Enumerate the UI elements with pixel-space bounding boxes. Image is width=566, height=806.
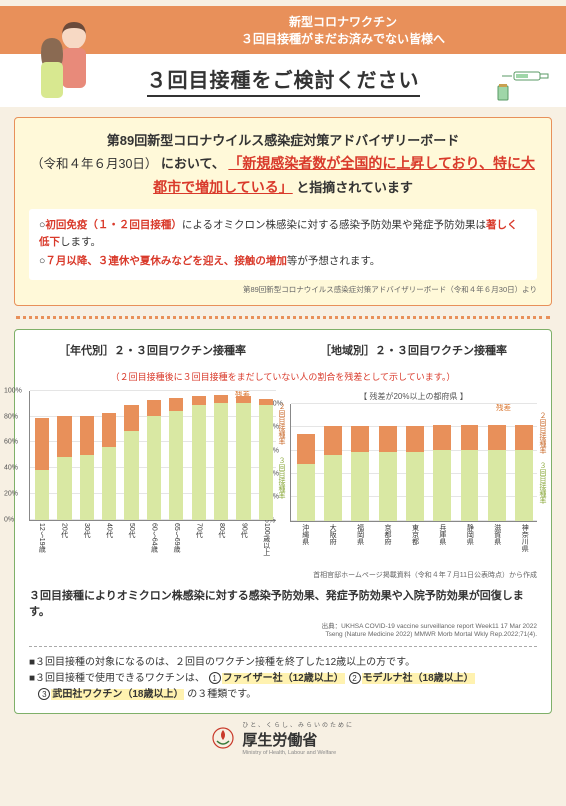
bar <box>293 434 318 521</box>
x-label: 40代 <box>104 523 114 565</box>
chart-region-source: 首相官邸ホームページ掲載資料（令和４年７月11日公表時点）から作成 <box>290 570 537 580</box>
advisory-headline: 第89回新型コロナウイルス感染症対策アドバイザリーボード （令和４年６月30日）… <box>29 130 537 200</box>
vaccine-2: モデルナ社（18歳以上） <box>362 673 475 684</box>
dotted-divider <box>16 316 550 319</box>
l2-suffix: の３種類です。 <box>187 689 256 700</box>
num-circle: 2 <box>349 672 361 684</box>
bar <box>320 426 345 520</box>
bar <box>430 425 455 521</box>
x-label: 50代 <box>126 523 136 565</box>
bar <box>512 425 537 521</box>
x-label: 60～64歳 <box>148 523 158 565</box>
bar <box>32 418 52 519</box>
x-label: 京都府 <box>382 524 392 566</box>
eligibility-line2: ■３回目接種で使用できるワクチンは、 1ファイザー社（12歳以上） 2モデルナ社… <box>29 671 537 703</box>
footer-ministry: 厚生労働省 <box>242 729 354 750</box>
chart-age-title: ［年代別］２・３回目ワクチン接種率 <box>29 342 276 358</box>
advisory-box: 第89回新型コロナウイルス感染症対策アドバイザリーボード （令和４年６月30日）… <box>14 117 552 306</box>
x-label: 福岡県 <box>355 524 365 566</box>
advisory-date: （令和４年６月30日） <box>31 157 157 171</box>
bar <box>166 398 186 520</box>
bullet2-end: 等が予想されます。 <box>287 255 380 267</box>
x-label: 65～69歳 <box>171 523 181 565</box>
bar <box>256 399 276 520</box>
header-line2: ３回目接種がまだお済みでない皆様へ <box>120 31 566 48</box>
main-title: ３回目接種をご検討ください <box>147 64 420 97</box>
x-label: 東京都 <box>409 524 419 566</box>
legend-dose2: ２回目接種率 <box>537 412 547 454</box>
bar <box>375 426 400 520</box>
eligibility-line1: ■３回目接種の対象になるのは、２回目のワクチン接種を終了した12歳以上の方です。 <box>29 655 537 671</box>
chart-subtitle: （２回目接種後に３回目接種をまだしていない人の割合を残差として示しています。） <box>29 370 537 383</box>
chart-region-xlabels: 沖縄県 大阪府 福岡県 京都府 東京都 兵庫県 静岡県 滋賀県 神奈川県 <box>290 522 537 566</box>
syringe-icon <box>492 64 552 104</box>
chart-box: ［年代別］２・３回目ワクチン接種率 _ ［地域別］２・３回目ワクチン接種率 （２… <box>14 329 552 714</box>
advisory-source: 第89回新型コロナウイルス感染症対策アドバイザリーボード（令和４年６月30日）よ… <box>29 284 537 295</box>
x-label: 100歳以上 <box>261 523 271 565</box>
x-label: 70代 <box>193 523 203 565</box>
src-line1: 出典：UKHSA COVID-19 vaccine surveillance r… <box>29 623 537 631</box>
chart-region-title: ［地域別］２・３回目ワクチン接種率 <box>290 342 537 358</box>
header-line1: 新型コロナワクチン <box>120 14 566 31</box>
chart-region: 残差 ２回目接種率 ３回目接種率 0%20%40%60%80%100% <box>290 404 537 522</box>
recovery-note: ３回目接種によりオミクロン株感染に対する感染予防効果、発症予防効果や入院予防効果… <box>29 588 537 621</box>
num-circle: 1 <box>209 672 221 684</box>
bar <box>121 405 141 519</box>
legend-dose3: ３回目接種率 <box>276 457 286 499</box>
advisory-tail: と指摘されています <box>296 180 413 195</box>
x-label: 滋賀県 <box>492 524 502 566</box>
bar <box>77 416 97 520</box>
legend-dose3: ３回目接種率 <box>537 462 547 504</box>
chart-age-col: ［年代別］２・３回目ワクチン接種率 _ <box>29 342 276 370</box>
x-label: 80代 <box>216 523 226 565</box>
people-illustration <box>22 14 107 104</box>
bar <box>457 425 482 521</box>
chart-age-xlabels: 12～19歳 20代 30代 40代 50代 60～64歳 65～69歳 70代 80代 90代 1… <box>29 521 276 565</box>
x-label: 兵庫県 <box>437 524 447 566</box>
footer-tagline: ひと、くらし、みらいのために <box>242 720 354 729</box>
bar <box>211 395 231 520</box>
bullet1-mid: によるオミクロン株感染に対する感染予防効果や発症予防効果は <box>182 219 486 231</box>
x-label: 沖縄県 <box>300 524 310 566</box>
vaccine-3: 武田社ワクチン（18歳以上） <box>51 689 184 700</box>
x-label: 90代 <box>238 523 248 565</box>
bullet1-red1: 初回免疫（１・２回目接種） <box>45 219 182 231</box>
l2-prefix: ■３回目接種で使用できるワクチンは、 <box>29 673 205 684</box>
bullet1-end: します。 <box>60 236 101 248</box>
bar <box>233 396 253 520</box>
bar <box>402 426 427 520</box>
num-circle: 3 <box>38 688 50 700</box>
x-label: 30代 <box>81 523 91 565</box>
chart-region-inner-label: 【 残差が20%以上の都府県 】 <box>290 391 537 402</box>
bar <box>484 425 509 521</box>
chart-region-col: ［地域別］２・３回目ワクチン接種率 <box>290 342 537 370</box>
advisory-board-name: 第89回新型コロナウイルス感染症対策アドバイザリーボード <box>107 133 459 148</box>
x-label: 20代 <box>59 523 69 565</box>
mhlw-logo-icon <box>212 727 234 749</box>
bar <box>54 416 74 520</box>
bar <box>348 426 373 520</box>
x-label: 神奈川県 <box>519 524 529 566</box>
bar <box>144 400 164 520</box>
chart-age: 残差 ２回目接種率 ３回目接種率 0%20%40%60%80%100% <box>29 391 276 521</box>
eligibility-list: ■３回目接種の対象になるのは、２回目のワクチン接種を終了した12歳以上の方です。… <box>29 655 537 703</box>
bar <box>99 413 119 520</box>
advisory-conj: において、 <box>161 156 225 171</box>
bullet2-red: ７月以降、３連休や夏休みなどを迎え、接触の増加 <box>45 255 287 267</box>
x-label: 静岡県 <box>464 524 474 566</box>
bar <box>189 396 209 519</box>
x-label: 大阪府 <box>327 524 337 566</box>
advisory-bullets: ○初回免疫（１・２回目接種）によるオミクロン株感染に対する感染予防効果や発症予防… <box>29 209 537 279</box>
footer: ひと、くらし、みらいのために 厚生労働省 Ministry of Health,… <box>14 720 552 756</box>
footer-ministry-en: Ministry of Health, Labour and Welfare <box>242 750 354 756</box>
recovery-note-source: 出典：UKHSA COVID-19 vaccine surveillance r… <box>29 623 537 640</box>
x-label: 12～19歳 <box>36 523 46 565</box>
vaccine-1: ファイザー社（12歳以上） <box>222 673 345 684</box>
src-line2: Tseng (Nature Medicine 2022) MMWR Morb M… <box>29 631 537 639</box>
